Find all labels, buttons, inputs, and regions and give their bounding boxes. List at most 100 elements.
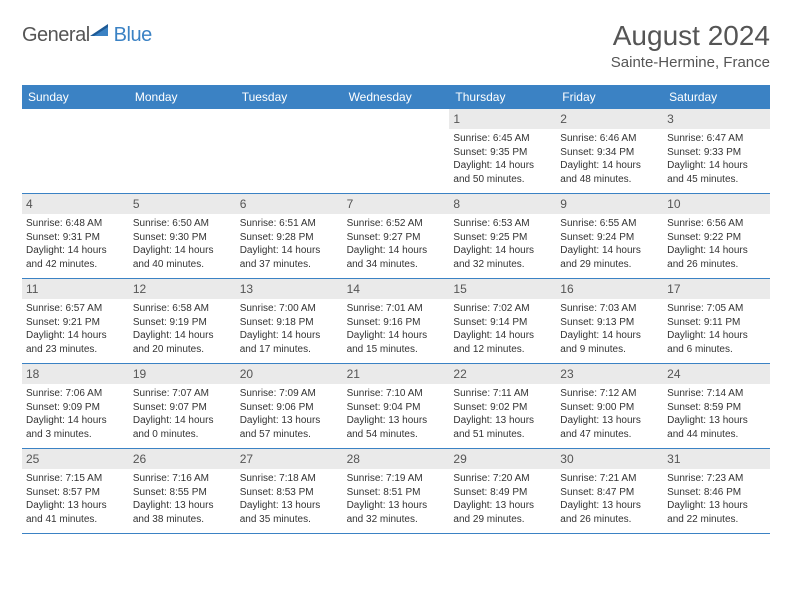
day-info: Sunrise: 7:21 AMSunset: 8:47 PMDaylight:… bbox=[560, 472, 659, 526]
day-info: Sunrise: 7:06 AMSunset: 9:09 PMDaylight:… bbox=[26, 387, 125, 441]
day-cell: 17 Sunrise: 7:05 AMSunset: 9:11 PMDayligh… bbox=[663, 279, 770, 363]
day-cell: 14 Sunrise: 7:01 AMSunset: 9:16 PMDayligh… bbox=[343, 279, 450, 363]
day-info: Sunrise: 7:12 AMSunset: 9:00 PMDaylight:… bbox=[560, 387, 659, 441]
day-cell: 1Sunrise: 6:45 AMSunset: 9:35 PMDaylight… bbox=[449, 109, 556, 193]
week-row: ....1Sunrise: 6:45 AMSunset: 9:35 PMDayl… bbox=[22, 109, 770, 194]
day-cell: 8Sunrise: 6:53 AMSunset: 9:25 PMDaylight… bbox=[449, 194, 556, 278]
week-row: 11 Sunrise: 6:57 AMSunset: 9:21 PMDayligh… bbox=[22, 279, 770, 364]
day-number: 3 bbox=[663, 109, 770, 129]
title-block: August 2024 Sainte-Hermine, France bbox=[611, 20, 770, 71]
day-info: Sunrise: 7:18 AMSunset: 8:53 PMDaylight:… bbox=[240, 472, 339, 526]
day-cell: 7 Sunrise: 6:52 AMSunset: 9:27 PMDaylight… bbox=[343, 194, 450, 278]
day-info: Sunrise: 6:57 AMSunset: 9:21 PMDaylight:… bbox=[26, 302, 125, 356]
day-cell: 31 Sunrise: 7:23 AMSunset: 8:46 PMDayligh… bbox=[663, 449, 770, 533]
day-info: Sunrise: 6:52 AMSunset: 9:27 PMDaylight:… bbox=[347, 217, 446, 271]
day-info: Sunrise: 7:00 AMSunset: 9:18 PMDaylight:… bbox=[240, 302, 339, 356]
day-cell: 27Sunrise: 7:18 AMSunset: 8:53 PMDayligh… bbox=[236, 449, 343, 533]
day-cell: 3 Sunrise: 6:47 AMSunset: 9:33 PMDaylight… bbox=[663, 109, 770, 193]
day-cell: 21 Sunrise: 7:10 AMSunset: 9:04 PMDayligh… bbox=[343, 364, 450, 448]
day-number: 21 bbox=[343, 364, 450, 384]
day-cell: 24 Sunrise: 7:14 AMSunset: 8:59 PMDayligh… bbox=[663, 364, 770, 448]
day-cell: 15 Sunrise: 7:02 AMSunset: 9:14 PMDayligh… bbox=[449, 279, 556, 363]
day-cell: 22 Sunrise: 7:11 AMSunset: 9:02 PMDayligh… bbox=[449, 364, 556, 448]
day-cell: 19 Sunrise: 7:07 AMSunset: 9:07 PMDayligh… bbox=[129, 364, 236, 448]
day-header-cell: Sunday bbox=[22, 85, 129, 109]
day-header-cell: Wednesday bbox=[343, 85, 450, 109]
header: General Blue August 2024 Sainte-Hermine,… bbox=[22, 20, 770, 71]
day-number: 12 bbox=[129, 279, 236, 299]
day-number: 15 bbox=[449, 279, 556, 299]
day-info: Sunrise: 6:47 AMSunset: 9:33 PMDaylight:… bbox=[667, 132, 766, 186]
day-number: 30 bbox=[556, 449, 663, 469]
day-number: 4 bbox=[22, 194, 129, 214]
day-cell: 6 Sunrise: 6:51 AMSunset: 9:28 PMDaylight… bbox=[236, 194, 343, 278]
day-number: 7 bbox=[343, 194, 450, 214]
day-number: 20 bbox=[236, 364, 343, 384]
day-info: Sunrise: 7:02 AMSunset: 9:14 PMDaylight:… bbox=[453, 302, 552, 356]
day-info: Sunrise: 7:01 AMSunset: 9:16 PMDaylight:… bbox=[347, 302, 446, 356]
logo-text-general: General bbox=[22, 24, 90, 47]
day-number: 22 bbox=[449, 364, 556, 384]
day-number: 26 bbox=[129, 449, 236, 469]
day-info: Sunrise: 7:10 AMSunset: 9:04 PMDaylight:… bbox=[347, 387, 446, 441]
day-info: Sunrise: 7:11 AMSunset: 9:02 PMDaylight:… bbox=[453, 387, 552, 441]
day-info: Sunrise: 6:58 AMSunset: 9:19 PMDaylight:… bbox=[133, 302, 232, 356]
day-number: 18 bbox=[22, 364, 129, 384]
day-number: 11 bbox=[22, 279, 129, 299]
day-info: Sunrise: 6:53 AMSunset: 9:25 PMDaylight:… bbox=[453, 217, 552, 271]
day-info: Sunrise: 7:16 AMSunset: 8:55 PMDaylight:… bbox=[133, 472, 232, 526]
day-number: 14 bbox=[343, 279, 450, 299]
day-header-cell: Thursday bbox=[449, 85, 556, 109]
day-cell: 2 Sunrise: 6:46 AMSunset: 9:34 PMDaylight… bbox=[556, 109, 663, 193]
day-cell: 11 Sunrise: 6:57 AMSunset: 9:21 PMDayligh… bbox=[22, 279, 129, 363]
logo: General Blue bbox=[22, 20, 152, 47]
day-number: 9 bbox=[556, 194, 663, 214]
logo-text-blue: Blue bbox=[114, 24, 152, 47]
day-cell: 12 Sunrise: 6:58 AMSunset: 9:19 PMDayligh… bbox=[129, 279, 236, 363]
day-cell: 23Sunrise: 7:12 AMSunset: 9:00 PMDayligh… bbox=[556, 364, 663, 448]
day-cell: 18 Sunrise: 7:06 AMSunset: 9:09 PMDayligh… bbox=[22, 364, 129, 448]
day-number: 31 bbox=[663, 449, 770, 469]
day-number: 17 bbox=[663, 279, 770, 299]
day-cell: 20 Sunrise: 7:09 AMSunset: 9:06 PMDayligh… bbox=[236, 364, 343, 448]
week-row: 25 Sunrise: 7:15 AMSunset: 8:57 PMDayligh… bbox=[22, 449, 770, 534]
day-number: 5 bbox=[129, 194, 236, 214]
day-info: Sunrise: 6:46 AMSunset: 9:34 PMDaylight:… bbox=[560, 132, 659, 186]
day-header-cell: Saturday bbox=[663, 85, 770, 109]
day-number: 25 bbox=[22, 449, 129, 469]
day-info: Sunrise: 7:09 AMSunset: 9:06 PMDaylight:… bbox=[240, 387, 339, 441]
day-cell: 4Sunrise: 6:48 AMSunset: 9:31 PMDaylight… bbox=[22, 194, 129, 278]
day-cell: 16Sunrise: 7:03 AMSunset: 9:13 PMDayligh… bbox=[556, 279, 663, 363]
day-cell: . bbox=[343, 109, 450, 193]
day-number: 24 bbox=[663, 364, 770, 384]
day-info: Sunrise: 6:55 AMSunset: 9:24 PMDaylight:… bbox=[560, 217, 659, 271]
day-cell: . bbox=[129, 109, 236, 193]
week-row: 4Sunrise: 6:48 AMSunset: 9:31 PMDaylight… bbox=[22, 194, 770, 279]
day-number: 19 bbox=[129, 364, 236, 384]
day-cell: 13Sunrise: 7:00 AMSunset: 9:18 PMDayligh… bbox=[236, 279, 343, 363]
day-header-cell: Monday bbox=[129, 85, 236, 109]
day-cell: . bbox=[236, 109, 343, 193]
day-info: Sunrise: 7:05 AMSunset: 9:11 PMDaylight:… bbox=[667, 302, 766, 356]
day-cell: 5 Sunrise: 6:50 AMSunset: 9:30 PMDaylight… bbox=[129, 194, 236, 278]
day-header-row: SundayMondayTuesdayWednesdayThursdayFrid… bbox=[22, 85, 770, 109]
day-cell: 29Sunrise: 7:20 AMSunset: 8:49 PMDayligh… bbox=[449, 449, 556, 533]
day-info: Sunrise: 7:15 AMSunset: 8:57 PMDaylight:… bbox=[26, 472, 125, 526]
page-title: August 2024 bbox=[611, 20, 770, 52]
day-info: Sunrise: 6:51 AMSunset: 9:28 PMDaylight:… bbox=[240, 217, 339, 271]
day-info: Sunrise: 7:20 AMSunset: 8:49 PMDaylight:… bbox=[453, 472, 552, 526]
day-info: Sunrise: 7:14 AMSunset: 8:59 PMDaylight:… bbox=[667, 387, 766, 441]
day-cell: 30 Sunrise: 7:21 AMSunset: 8:47 PMDayligh… bbox=[556, 449, 663, 533]
day-info: Sunrise: 7:07 AMSunset: 9:07 PMDaylight:… bbox=[133, 387, 232, 441]
day-number: 2 bbox=[556, 109, 663, 129]
day-number: 10 bbox=[663, 194, 770, 214]
day-header-cell: Friday bbox=[556, 85, 663, 109]
day-info: Sunrise: 6:50 AMSunset: 9:30 PMDaylight:… bbox=[133, 217, 232, 271]
day-info: Sunrise: 7:03 AMSunset: 9:13 PMDaylight:… bbox=[560, 302, 659, 356]
day-cell: 26 Sunrise: 7:16 AMSunset: 8:55 PMDayligh… bbox=[129, 449, 236, 533]
week-row: 18 Sunrise: 7:06 AMSunset: 9:09 PMDayligh… bbox=[22, 364, 770, 449]
day-info: Sunrise: 6:45 AMSunset: 9:35 PMDaylight:… bbox=[453, 132, 552, 186]
day-number: 6 bbox=[236, 194, 343, 214]
day-info: Sunrise: 7:23 AMSunset: 8:46 PMDaylight:… bbox=[667, 472, 766, 526]
day-header-cell: Tuesday bbox=[236, 85, 343, 109]
